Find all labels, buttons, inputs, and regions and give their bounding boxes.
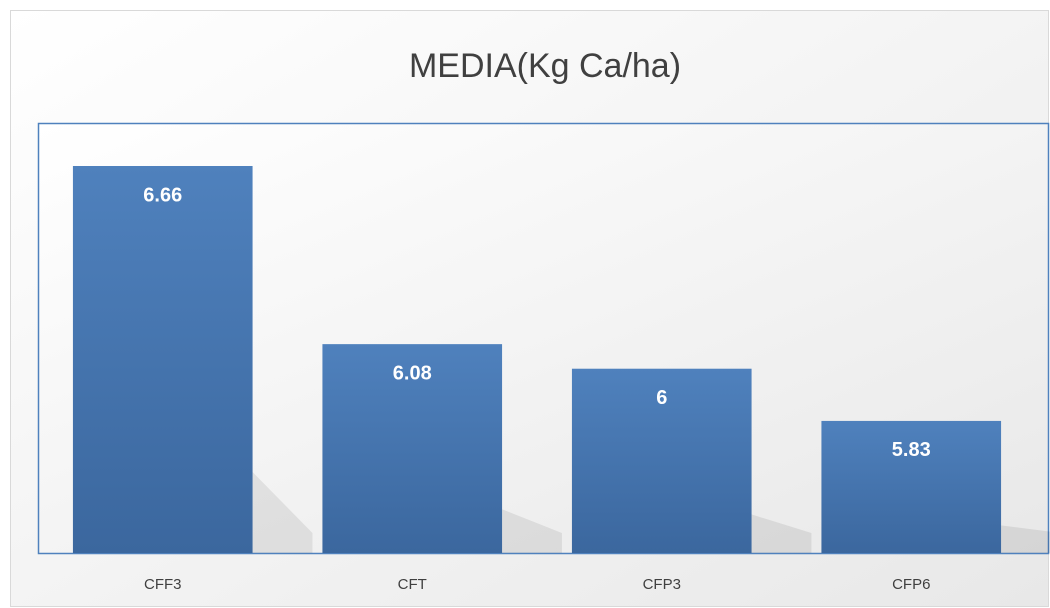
data-label: 5.83 (892, 439, 931, 461)
data-label: 6.66 (143, 184, 182, 206)
bar (72, 166, 253, 553)
x-tick-label: CFF3 (144, 576, 182, 593)
bar-shadow (252, 472, 313, 553)
chart-title: MEDIA(Kg Ca/ha) (409, 47, 681, 85)
x-tick-label: CFP3 (643, 576, 681, 593)
x-tick-label: CFP6 (892, 576, 930, 593)
bar-shadow (1001, 525, 1050, 553)
data-label: 6.08 (393, 362, 432, 384)
bar (571, 368, 752, 553)
x-tick-label: CFT (398, 576, 427, 593)
bar (322, 344, 503, 553)
bar (821, 420, 1002, 553)
data-label: 6 (656, 387, 667, 409)
bar-shadow (751, 514, 812, 553)
bar-shadow (502, 509, 562, 553)
